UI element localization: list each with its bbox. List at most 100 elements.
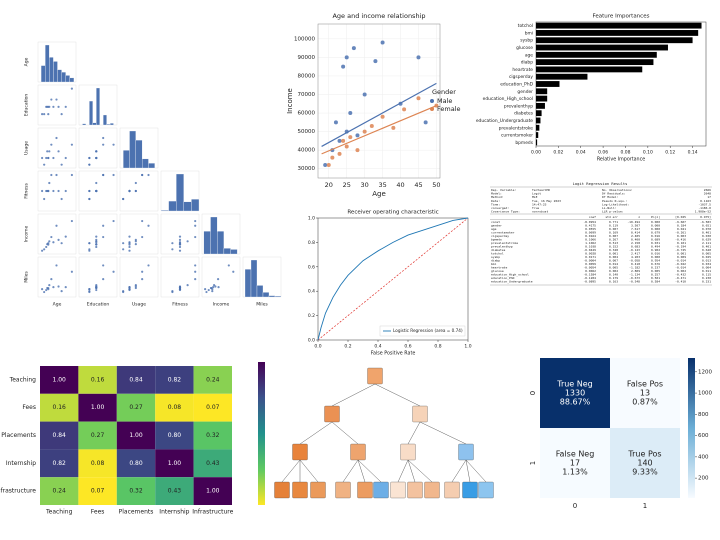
- table-cell: 0.002: [677, 269, 686, 273]
- table-cell: diabp: [491, 259, 500, 263]
- info-cell: -1186.0: [698, 206, 711, 210]
- y-tick-label: Teaching: [9, 376, 37, 383]
- table-cell: education_High_school: [491, 273, 529, 277]
- cell-label: 1.00: [53, 376, 67, 383]
- table-cell: 0.676: [651, 262, 660, 266]
- tree-edge: [451, 459, 467, 483]
- y-tick-label: diabetes: [514, 111, 534, 117]
- hist-bar: [148, 163, 155, 169]
- table-cell: 0.0171: [585, 255, 596, 259]
- info-cell: converged:: [491, 206, 509, 210]
- pair-point: [43, 112, 46, 116]
- table-cell: -0.0054: [583, 266, 596, 270]
- pair-point: [212, 284, 216, 287]
- pair-point: [122, 197, 125, 201]
- pair-point: [95, 243, 98, 246]
- table-cell: 0.689: [651, 238, 660, 242]
- x-tick-label: 50: [432, 181, 440, 189]
- hist-bar: [82, 123, 87, 126]
- hist-bar: [244, 269, 252, 298]
- heat-cell: [40, 393, 79, 422]
- colorbar-label: 1000: [698, 391, 712, 397]
- tree-node: [462, 481, 478, 499]
- pair-point: [128, 249, 131, 252]
- table-cell: 0.0028: [585, 252, 596, 256]
- heat-cell: [78, 477, 117, 505]
- x-tick-label: 40: [396, 181, 404, 189]
- pair-point: [178, 288, 182, 291]
- y-tick-label: education_High_school: [483, 96, 533, 102]
- info-cell: 0.1163: [700, 199, 711, 203]
- pair-point: [102, 264, 105, 267]
- table-cell: 1.1062: [585, 241, 596, 245]
- table-cell: -0.673: [629, 276, 640, 280]
- pair-point: [112, 219, 115, 223]
- scatter-point: [348, 111, 353, 116]
- panel-frame: [119, 170, 159, 212]
- table-cell: -0.1584: [583, 273, 596, 277]
- pair-point: [171, 248, 174, 251]
- pair-point: [41, 156, 44, 160]
- pair-point: [70, 219, 73, 223]
- y-tick-label: 60000: [298, 111, 316, 117]
- pair-point: [186, 284, 189, 287]
- hist-bar: [274, 295, 282, 298]
- cell-label: 0.82: [53, 460, 67, 467]
- table-cell: totchol: [491, 252, 504, 256]
- chart-title: Age and income relationship: [332, 12, 425, 20]
- table-title: Logit Regression Results: [573, 181, 628, 186]
- x-tick-label: 1: [643, 502, 647, 510]
- pair-point: [88, 290, 91, 293]
- table-cell: 0.0164: [585, 234, 596, 238]
- scatter-point: [326, 163, 331, 168]
- table-cell: 0.007: [609, 259, 618, 263]
- pair-point: [70, 270, 73, 273]
- bar: [536, 81, 560, 87]
- pair-point: [95, 245, 98, 249]
- pair-point: [141, 235, 144, 239]
- panel-frame: [119, 213, 159, 255]
- bar: [536, 51, 657, 58]
- hist-bar: [49, 57, 54, 83]
- heat-cell: [40, 366, 79, 394]
- pair-point: [147, 264, 150, 267]
- table-cell: 0.119: [609, 224, 618, 228]
- panel-frame: [201, 256, 241, 298]
- pair-point: [64, 189, 67, 193]
- table-cell: -0.058: [629, 259, 640, 263]
- hist-bar: [203, 231, 211, 255]
- panel-frame: [78, 170, 118, 212]
- pair-point: [178, 286, 182, 289]
- pair-point: [41, 112, 44, 116]
- tree-node: [412, 405, 428, 423]
- table-cell: -1.134: [629, 273, 640, 277]
- info-cell: Dep. Variable:: [491, 188, 516, 192]
- table-cell: 0.031: [651, 241, 660, 245]
- panel-frame: [119, 256, 159, 298]
- info-cell: nonrobust: [532, 210, 548, 214]
- scatter-point: [380, 40, 385, 45]
- table-cell: -6.583: [700, 220, 711, 224]
- cell-label: 0.08: [168, 404, 182, 411]
- pair-point: [43, 197, 46, 201]
- pair-point: [43, 290, 46, 294]
- heat-cell: [193, 477, 232, 505]
- cell-name: False Pos: [627, 380, 663, 389]
- table-cell: 0.401: [702, 231, 711, 235]
- pair-point: [194, 270, 197, 273]
- scatter-point: [341, 64, 346, 69]
- scatter-point: [344, 55, 349, 60]
- bar: [536, 22, 702, 29]
- table-cell: 0.152: [609, 245, 618, 249]
- x-tick-label: 0.04: [576, 150, 586, 156]
- panel-frame: [37, 127, 77, 169]
- table-cell: -0.0429: [583, 248, 596, 252]
- y-tick-label: currentsmoker: [501, 133, 533, 139]
- table-cell: 0.013: [702, 259, 711, 263]
- table-cell: -0.261: [675, 231, 686, 235]
- y-tick-label: prevalenthyp: [504, 103, 533, 109]
- bar: [536, 44, 668, 51]
- table-cell: 0.0062: [585, 269, 596, 273]
- pair-point: [50, 98, 53, 101]
